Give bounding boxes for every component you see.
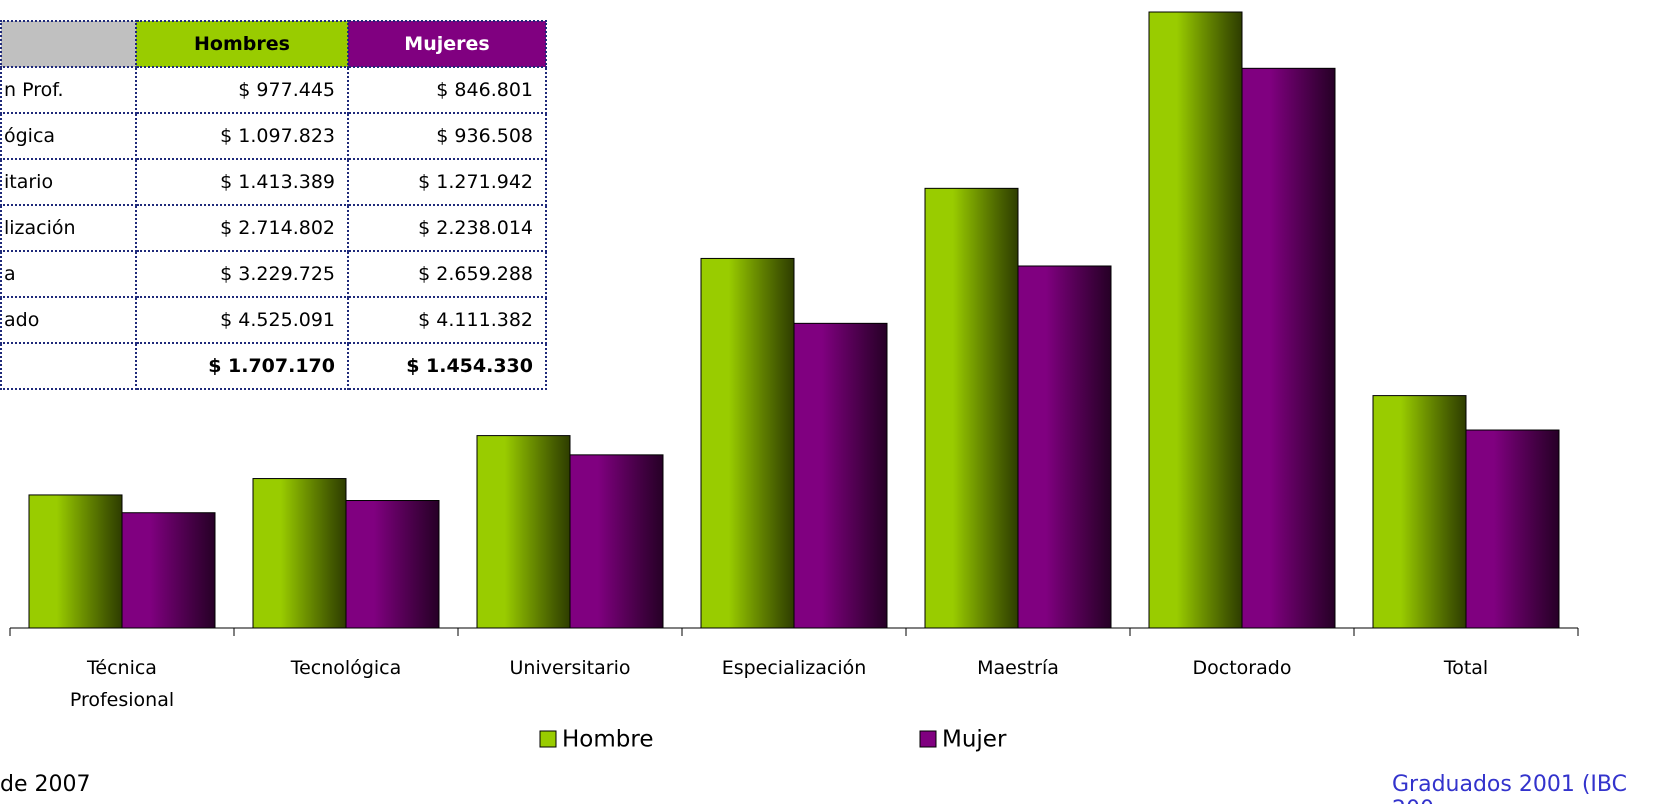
bar	[476, 435, 571, 629]
x-tick-label: Tecnológica	[290, 657, 402, 679]
bar	[700, 257, 795, 629]
bar	[252, 478, 347, 629]
bar	[28, 494, 123, 629]
value-cell: $ 846.801	[347, 66, 547, 114]
table-row: n Prof. $ 977.445 $ 846.801	[0, 66, 547, 114]
x-tick-label: Especialización	[721, 657, 867, 679]
data-table: Hombres Mujeres n Prof. $ 977.445 $ 846.801 ó…	[0, 20, 547, 390]
bar	[1241, 67, 1336, 629]
legend-swatch	[919, 730, 937, 748]
x-tick-label: Doctorado	[1192, 657, 1292, 679]
bar	[1372, 395, 1467, 629]
footnote: de 2007	[0, 772, 91, 797]
bar	[121, 512, 216, 629]
value-cell: $ 3.229.725	[135, 250, 349, 298]
value-cell: $ 4.111.382	[347, 296, 547, 344]
value-cell: $ 2.238.014	[347, 204, 547, 252]
row-label: lización	[0, 204, 137, 252]
row-label: a	[0, 250, 137, 298]
header-cell: Mujeres	[347, 20, 547, 68]
value-cell: $ 2.659.288	[347, 250, 547, 298]
bar	[924, 187, 1019, 629]
table-header-row: Hombres Mujeres	[0, 20, 547, 68]
row-label: itario	[0, 158, 137, 206]
value-cell: $ 1.413.389	[135, 158, 349, 206]
legend-label: Mujer	[942, 727, 1007, 753]
x-tick-label: Maestría	[977, 657, 1059, 679]
value-cell: $ 1.271.942	[347, 158, 547, 206]
row-label: ado	[0, 296, 137, 344]
x-tick-label: Universitario	[509, 657, 631, 679]
value-cell: $ 1.097.823	[135, 112, 349, 160]
table-row: lización $ 2.714.802 $ 2.238.014	[0, 204, 547, 252]
table-row: ado $ 4.525.091 $ 4.111.382	[0, 296, 547, 344]
bar	[793, 322, 888, 629]
table-row: ógica $ 1.097.823 $ 936.508	[0, 112, 547, 160]
row-label: n Prof.	[0, 66, 137, 114]
bar	[1017, 265, 1112, 629]
table-row: $ 1.707.170 $ 1.454.330	[0, 342, 547, 390]
row-label: ógica	[0, 112, 137, 160]
x-tick-label: Técnica Profesional	[69, 657, 175, 711]
table-row: a $ 3.229.725 $ 2.659.288	[0, 250, 547, 298]
legend-swatch	[539, 730, 557, 748]
value-cell: $ 977.445	[135, 66, 349, 114]
legend-label: Hombre	[562, 727, 653, 753]
x-tick-label: Total	[1443, 657, 1489, 679]
bar	[1465, 429, 1560, 629]
bar	[345, 500, 440, 629]
value-cell: $ 4.525.091	[135, 296, 349, 344]
row-label	[0, 342, 137, 390]
value-cell: $ 1.454.330	[347, 342, 547, 390]
value-cell: $ 1.707.170	[135, 342, 349, 390]
header-cell: Hombres	[135, 20, 349, 68]
value-cell: $ 2.714.802	[135, 204, 349, 252]
source-note: Graduados 2001 (IBC 200	[1392, 772, 1627, 804]
header-cell	[0, 20, 137, 68]
bar	[1148, 11, 1243, 629]
bar	[569, 454, 664, 629]
value-cell: $ 936.508	[347, 112, 547, 160]
table-row: itario $ 1.413.389 $ 1.271.942	[0, 158, 547, 206]
